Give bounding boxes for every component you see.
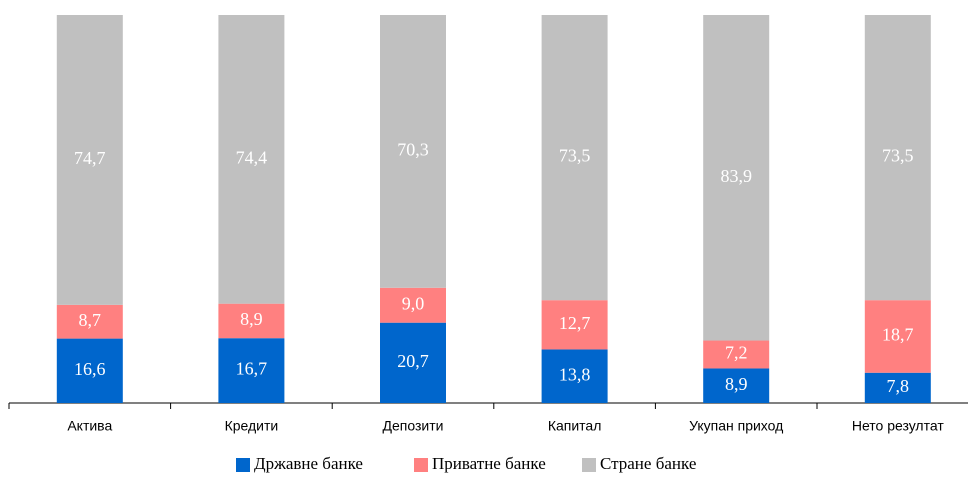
value-label: 12,7 [559,313,591,333]
x-tick-label: Нето резултат [852,418,944,434]
value-label: 20,7 [397,351,429,371]
bar-segment [703,340,770,369]
bar-segment [703,15,770,341]
value-label: 8,9 [240,309,263,329]
bar-segment [864,372,931,403]
bar-segment [864,300,931,373]
bar-segment [56,304,123,339]
legend-swatch [414,458,428,472]
x-tick-label: Кредити [225,418,279,434]
bar-segment [218,338,285,403]
x-tick-label: Актива [67,418,112,434]
legend-swatch [582,458,596,472]
legend-swatch [236,458,250,472]
value-label: 18,7 [882,325,914,345]
bar-segment [380,322,446,403]
bar-segment [541,15,608,301]
bar-segment [541,349,608,403]
legend-label: Државне банке [254,454,363,473]
bar-segment [541,300,608,350]
value-label: 73,5 [559,146,591,166]
value-label: 8,9 [725,374,748,394]
value-label: 9,0 [402,293,425,313]
value-label: 7,2 [725,343,748,363]
x-tick-label: Депозити [383,418,444,434]
value-label: 16,6 [74,359,106,379]
legend-label: Стране банке [600,454,696,473]
x-tick-label: Капитал [548,418,602,434]
value-label: 83,9 [720,166,752,186]
bar-segment [380,15,446,288]
value-label: 74,4 [236,147,268,167]
value-label: 13,8 [559,364,591,384]
bar-segment [864,15,931,301]
bar-segment [56,15,123,305]
value-label: 73,5 [882,146,914,166]
bar-segment [218,15,285,304]
bar-segment [703,368,770,403]
value-label: 70,3 [397,140,429,160]
legend-label: Приватне банке [432,454,546,473]
bar-segment [218,303,285,339]
bar-segment [56,338,123,403]
value-label: 74,7 [74,148,106,168]
bar-segment [380,287,446,323]
x-tick-label: Укупан приход [689,418,783,434]
value-label: 16,7 [236,359,268,379]
value-label: 7,8 [887,376,910,396]
value-label: 8,7 [79,310,102,330]
